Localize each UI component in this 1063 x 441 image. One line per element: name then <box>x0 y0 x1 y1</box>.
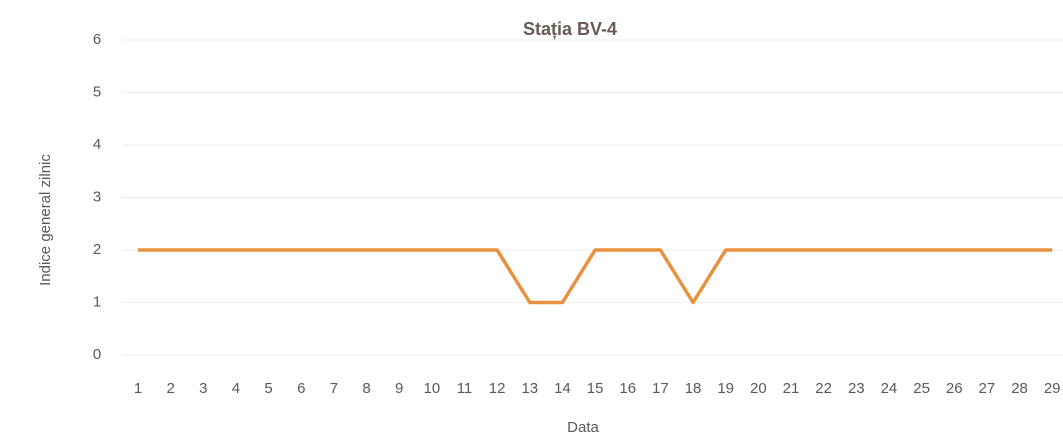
x-tick-label: 2 <box>166 380 174 397</box>
x-tick-label: 14 <box>554 380 571 397</box>
x-tick-label: 16 <box>619 380 636 397</box>
x-tick-label: 20 <box>750 380 767 397</box>
y-tick-label: 6 <box>93 31 101 48</box>
x-tick-label: 15 <box>587 380 604 397</box>
x-tick-label: 3 <box>199 380 207 397</box>
x-tick-label: 21 <box>783 380 800 397</box>
x-tick-label: 13 <box>521 380 538 397</box>
x-tick-label: 9 <box>395 380 403 397</box>
x-tick-label: 18 <box>685 380 702 397</box>
x-tick-label: 19 <box>717 380 734 397</box>
y-tick-label: 5 <box>93 83 101 100</box>
x-tick-label: 28 <box>1011 380 1028 397</box>
x-tick-label: 8 <box>362 380 370 397</box>
y-tick-label: 0 <box>93 346 101 363</box>
y-axis-label: Indice general zilnic <box>37 154 54 286</box>
y-tick-label: 1 <box>93 293 101 310</box>
x-tick-label: 6 <box>297 380 305 397</box>
x-tick-label: 12 <box>489 380 506 397</box>
chart-title: Stația BV-4 <box>523 19 617 39</box>
x-tick-label: 24 <box>881 380 898 397</box>
x-tick-label: 25 <box>913 380 930 397</box>
x-tick-label: 4 <box>232 380 240 397</box>
x-tick-label: 5 <box>264 380 272 397</box>
x-tick-label: 22 <box>815 380 832 397</box>
x-tick-label: 1 <box>134 380 142 397</box>
x-tick-label: 26 <box>946 380 963 397</box>
x-tick-label: 23 <box>848 380 865 397</box>
x-tick-label: 11 <box>457 380 473 397</box>
y-tick-label: 3 <box>93 188 101 205</box>
y-tick-label: 4 <box>93 136 101 153</box>
x-tick-label: 10 <box>424 380 441 397</box>
x-tick-label: 7 <box>330 380 338 397</box>
x-tick-label: 17 <box>652 380 669 397</box>
x-tick-label: 27 <box>979 380 996 397</box>
data-line <box>138 248 1053 305</box>
x-axis-label: Data <box>567 419 599 436</box>
x-tick-label: 29 <box>1044 380 1061 397</box>
y-tick-label: 2 <box>93 241 101 258</box>
